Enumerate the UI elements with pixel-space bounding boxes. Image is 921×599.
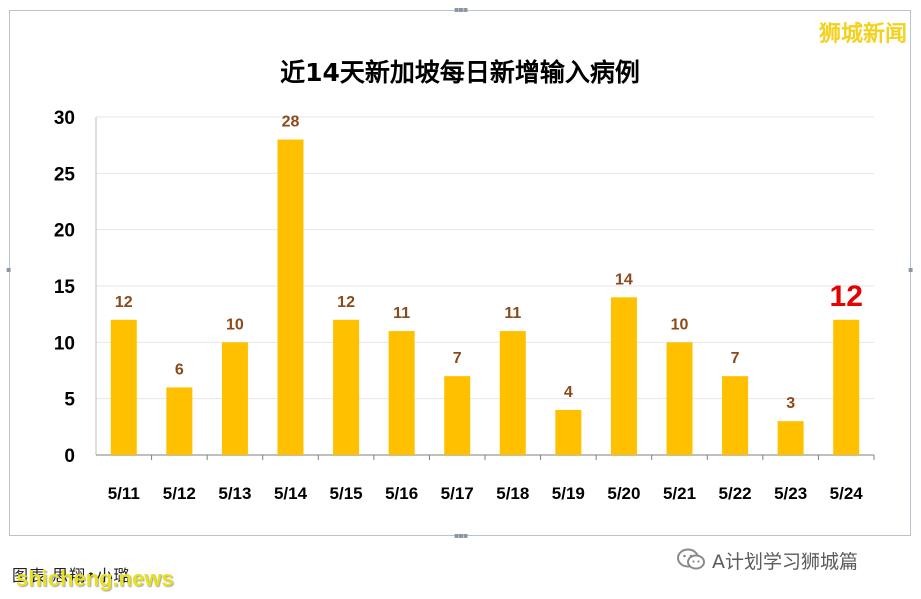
data-labels: 12 6 10 28 12 11 7 11 4 14 10 7 3 12	[115, 114, 863, 413]
x-tick-label: 5/21	[663, 484, 696, 503]
x-tick-label: 5/12	[163, 484, 196, 503]
data-label: 3	[786, 395, 795, 412]
data-label: 11	[393, 305, 410, 322]
data-label-highlight: 12	[830, 280, 863, 313]
data-label: 6	[175, 361, 184, 378]
y-tick-label: 30	[54, 108, 75, 129]
data-label: 12	[337, 294, 355, 311]
x-tick-label: 5/22	[719, 484, 752, 503]
bars	[110, 139, 860, 456]
y-tick-label: 20	[54, 221, 75, 242]
y-tick-label: 15	[54, 277, 76, 298]
bar	[388, 331, 415, 455]
chart-title: 近14天新加坡每日新增输入病例	[280, 58, 640, 87]
x-axis: 5/11 5/12 5/13 5/14 5/15 5/16 5/17 5/18 5/19 5/20…	[96, 454, 875, 503]
bar	[666, 342, 693, 455]
data-label: 10	[671, 316, 689, 333]
wechat-account: A计划学习狮城篇	[676, 546, 858, 574]
data-label: 14	[615, 271, 633, 288]
x-tick-label: 5/24	[830, 484, 864, 503]
data-label: 4	[564, 384, 573, 401]
resize-handle-top[interactable]: ▪▪▪	[454, 5, 468, 14]
resize-handle-bottom[interactable]: ▪▪▪	[454, 531, 468, 540]
x-tick-label: 5/17	[441, 484, 474, 503]
watermark: 狮城新闻	[818, 22, 907, 47]
x-tick-label: 5/11	[108, 484, 140, 503]
data-label: 28	[282, 114, 300, 131]
bar	[444, 376, 471, 455]
bar	[777, 421, 804, 455]
bar	[221, 342, 248, 455]
x-tick-label: 5/13	[218, 484, 251, 503]
grid-lines	[96, 116, 874, 400]
data-label: 11	[504, 305, 521, 322]
bar	[499, 331, 526, 455]
x-tick-label: 5/20	[607, 484, 640, 503]
data-label: 7	[453, 350, 462, 367]
y-tick-label: 0	[64, 446, 75, 467]
bar	[610, 297, 637, 455]
resize-handle-right[interactable]: ▪	[908, 265, 914, 274]
y-tick-label: 5	[64, 390, 75, 411]
data-label: 7	[731, 350, 740, 367]
x-tick-label: 5/19	[552, 484, 585, 503]
y-tick-label: 10	[54, 333, 75, 354]
wechat-icon	[677, 548, 705, 570]
bar	[110, 319, 137, 455]
y-tick-label: 25	[54, 164, 76, 185]
data-label: 10	[226, 316, 244, 333]
bar	[166, 387, 193, 455]
x-tick-label: 5/23	[774, 484, 807, 503]
data-label: 12	[115, 294, 133, 311]
bar	[333, 319, 360, 455]
resize-handle-left[interactable]: ▪	[6, 265, 12, 274]
chart-credit: 图表 思翔•小璐	[12, 566, 131, 585]
x-tick-label: 5/14	[274, 484, 308, 503]
x-tick-label: 5/18	[496, 484, 529, 503]
bar	[277, 139, 304, 456]
bar	[722, 376, 749, 455]
wechat-account-name: A计划学习狮城篇	[712, 550, 858, 573]
bar	[833, 319, 860, 455]
site-watermark: shicheng.news	[16, 566, 174, 591]
x-tick-label: 5/15	[330, 484, 363, 503]
y-axis: 0 5 10 15 20 25 30	[54, 108, 97, 467]
bar	[555, 409, 582, 455]
x-tick-label: 5/16	[385, 484, 418, 503]
